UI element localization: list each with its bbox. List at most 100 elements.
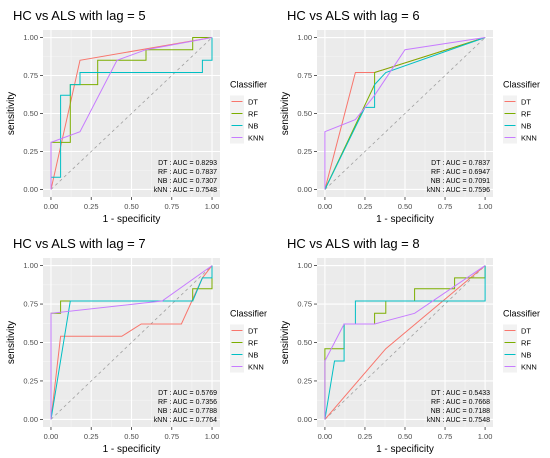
y-tick-label: 1.00 — [23, 33, 38, 42]
y-tick-label: 0.00 — [297, 185, 312, 194]
diagonal-reference-line — [50, 265, 213, 420]
legend-entry-label: NB — [521, 122, 531, 131]
x-tick-label: 0.75 — [438, 432, 453, 441]
roc-line-knn — [50, 265, 213, 420]
y-axis-label: sensitivity — [280, 92, 291, 135]
roc-line-dt — [324, 265, 486, 420]
x-tick-label: 1.00 — [478, 432, 493, 441]
y-tick-label: 1.00 — [23, 261, 38, 270]
x-tick-label: 1.00 — [478, 202, 493, 211]
legend-entry-label: DT — [248, 98, 258, 107]
y-tick-label: 0.25 — [297, 377, 312, 386]
y-tick-label: 0.50 — [297, 109, 312, 118]
auc-annotation: DT : AUC = 0.5433 — [431, 390, 490, 397]
x-tick-label: 0.00 — [44, 202, 59, 211]
x-tick-label: 0.25 — [358, 432, 373, 441]
diagonal-reference-line — [324, 265, 486, 420]
roc-line-knn — [50, 37, 213, 190]
legend-title: Classifier — [230, 80, 267, 90]
x-tick-label: 0.00 — [318, 432, 333, 441]
x-tick-label: 0.75 — [438, 202, 453, 211]
roc-line-nb — [50, 265, 213, 420]
auc-annotation: RF : AUC = 0.6947 — [431, 169, 490, 176]
x-tick-label: 1.00 — [205, 202, 220, 211]
chart-title: HC vs ALS with lag = 5 — [13, 8, 146, 23]
auc-annotation: DT : AUC = 0.5769 — [158, 390, 217, 397]
legend-entry-label: RF — [521, 110, 531, 119]
y-tick-label: 0.75 — [297, 71, 312, 80]
auc-annotation: NB : AUC = 0.7307 — [158, 178, 217, 185]
x-axis-label: 1 - specificity — [376, 214, 434, 225]
y-tick-label: 0.50 — [23, 109, 38, 118]
legend-entry-label: RF — [521, 339, 531, 348]
y-tick-label: 0.25 — [297, 147, 312, 156]
legend-title: Classifier — [230, 309, 267, 319]
x-tick-label: 0.00 — [318, 202, 333, 211]
legend-entry-label: NB — [248, 122, 258, 131]
x-tick-label: 0.75 — [164, 202, 179, 211]
y-tick-label: 1.00 — [297, 261, 312, 270]
x-tick-label: 0.00 — [44, 432, 59, 441]
auc-annotation: kNN : AUC = 0.7764 — [154, 417, 217, 424]
legend-entry-label: KNN — [521, 134, 537, 143]
roc-line-rf — [324, 37, 486, 190]
legend-entry-label: KNN — [248, 363, 264, 372]
y-tick-label: 0.75 — [297, 300, 312, 309]
x-tick-label: 0.75 — [164, 432, 179, 441]
y-axis-label: sensitivity — [6, 321, 17, 364]
roc-line-knn — [324, 37, 486, 190]
x-axis-label: 1 - specificity — [103, 444, 161, 455]
legend-entry-label: DT — [248, 327, 258, 336]
auc-annotation: DT : AUC = 0.7837 — [431, 160, 490, 167]
x-tick-label: 0.25 — [84, 202, 99, 211]
legend-title: Classifier — [503, 80, 540, 90]
legend-title: Classifier — [503, 309, 540, 319]
legend-entry-label: RF — [248, 110, 258, 119]
x-tick-label: 0.25 — [84, 432, 99, 441]
x-axis-label: 1 - specificity — [103, 214, 161, 225]
roc-line-rf — [50, 37, 212, 190]
chart-panel-1: HC vs ALS with lag = 5 0.00 0.25 0.50 0.75 1.… — [6, 8, 267, 225]
legend-entry-label: KNN — [521, 363, 537, 372]
x-tick-label: 0.50 — [124, 202, 139, 211]
roc-line-nb — [50, 37, 213, 190]
x-tick-label: 0.50 — [398, 202, 413, 211]
chart-title: HC vs ALS with lag = 7 — [13, 236, 146, 251]
legend-entry-label: RF — [248, 339, 258, 348]
diagonal-reference-line — [324, 37, 486, 190]
chart-panel-3: HC vs ALS with lag = 7 0.00 0.25 0.50 0.75 1.… — [6, 236, 267, 455]
x-tick-label: 1.00 — [205, 432, 220, 441]
auc-annotation: kNN : AUC = 0.7596 — [427, 187, 490, 194]
auc-annotation: RF : AUC = 0.7356 — [158, 399, 217, 406]
x-axis-label: 1 - specificity — [376, 444, 434, 455]
legend-entry-label: KNN — [248, 134, 264, 143]
y-tick-label: 0.00 — [23, 415, 38, 424]
y-tick-label: 1.00 — [297, 33, 312, 42]
y-tick-label: 0.50 — [23, 338, 38, 347]
legend-entry-label: NB — [248, 351, 258, 360]
legend-entry-label: NB — [521, 351, 531, 360]
x-tick-label: 0.50 — [124, 432, 139, 441]
chart-title: HC vs ALS with lag = 6 — [287, 8, 420, 23]
y-tick-label: 0.25 — [23, 147, 38, 156]
auc-annotation: RF : AUC = 0.7837 — [158, 169, 217, 176]
auc-annotation: NB : AUC = 0.7788 — [158, 408, 217, 415]
y-tick-label: 0.00 — [23, 185, 38, 194]
y-tick-label: 0.75 — [23, 300, 38, 309]
x-tick-label: 0.50 — [398, 432, 413, 441]
chart-title: HC vs ALS with lag = 8 — [287, 236, 420, 251]
diagonal-reference-line — [50, 37, 213, 190]
chart-panel-4: HC vs ALS with lag = 8 0.00 0.25 0.50 0.75 1.… — [280, 236, 540, 455]
y-axis-label: sensitivity — [6, 92, 17, 135]
legend-entry-label: DT — [521, 327, 531, 336]
y-tick-label: 0.75 — [23, 71, 38, 80]
auc-annotation: NB : AUC = 0.7091 — [431, 178, 490, 185]
auc-annotation: NB : AUC = 0.7188 — [431, 408, 490, 415]
auc-annotation: DT : AUC = 0.8293 — [158, 160, 217, 167]
auc-annotation: kNN : AUC = 0.7548 — [154, 187, 217, 194]
x-tick-label: 0.25 — [358, 202, 373, 211]
auc-annotation: RF : AUC = 0.7668 — [431, 399, 490, 406]
y-axis-label: sensitivity — [280, 321, 291, 364]
y-tick-label: 0.00 — [297, 415, 312, 424]
